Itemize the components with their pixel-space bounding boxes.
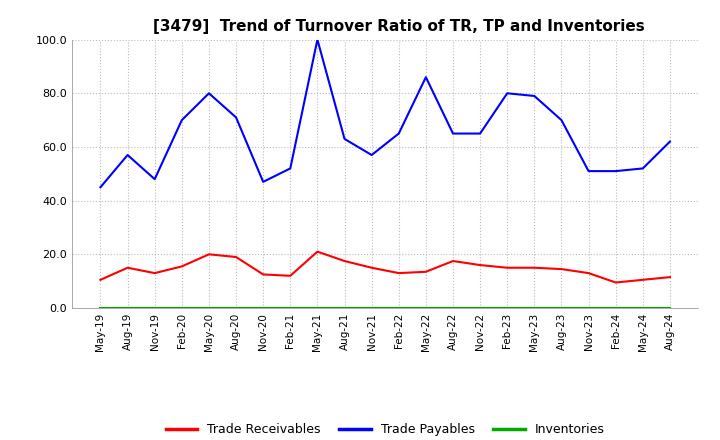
Trade Receivables <box>530 265 539 270</box>
Trade Payables <box>313 37 322 42</box>
Trade Receivables <box>421 269 430 275</box>
Trade Payables <box>476 131 485 136</box>
Trade Receivables <box>584 271 593 276</box>
Inventories <box>395 305 403 311</box>
Trade Payables <box>449 131 457 136</box>
Trade Payables <box>96 185 105 190</box>
Trade Payables <box>286 166 294 171</box>
Trade Receivables <box>150 271 159 276</box>
Trade Receivables <box>665 275 674 280</box>
Inventories <box>367 305 376 311</box>
Inventories <box>204 305 213 311</box>
Inventories <box>286 305 294 311</box>
Trade Payables <box>178 117 186 123</box>
Trade Payables <box>204 91 213 96</box>
Line: Trade Payables: Trade Payables <box>101 40 670 187</box>
Trade Receivables <box>259 272 268 277</box>
Trade Payables <box>503 91 511 96</box>
Trade Receivables <box>367 265 376 270</box>
Inventories <box>150 305 159 311</box>
Trade Payables <box>584 169 593 174</box>
Trade Receivables <box>639 277 647 282</box>
Inventories <box>341 305 349 311</box>
Trade Payables <box>150 176 159 182</box>
Trade Payables <box>611 169 620 174</box>
Trade Receivables <box>313 249 322 254</box>
Inventories <box>639 305 647 311</box>
Trade Receivables <box>611 280 620 285</box>
Trade Payables <box>259 179 268 184</box>
Inventories <box>96 305 105 311</box>
Trade Receivables <box>123 265 132 270</box>
Inventories <box>313 305 322 311</box>
Trade Payables <box>341 136 349 142</box>
Trade Payables <box>367 152 376 158</box>
Inventories <box>584 305 593 311</box>
Trade Receivables <box>476 262 485 268</box>
Inventories <box>259 305 268 311</box>
Inventories <box>421 305 430 311</box>
Trade Receivables <box>557 267 566 272</box>
Trade Receivables <box>503 265 511 270</box>
Inventories <box>530 305 539 311</box>
Inventories <box>665 305 674 311</box>
Trade Payables <box>123 152 132 158</box>
Trade Payables <box>232 115 240 120</box>
Inventories <box>557 305 566 311</box>
Trade Payables <box>665 139 674 144</box>
Trade Receivables <box>232 254 240 260</box>
Inventories <box>449 305 457 311</box>
Inventories <box>232 305 240 311</box>
Inventories <box>611 305 620 311</box>
Inventories <box>123 305 132 311</box>
Trade Receivables <box>395 271 403 276</box>
Trade Payables <box>530 93 539 99</box>
Trade Receivables <box>341 258 349 264</box>
Trade Payables <box>557 117 566 123</box>
Trade Receivables <box>96 277 105 282</box>
Trade Payables <box>395 131 403 136</box>
Inventories <box>178 305 186 311</box>
Trade Receivables <box>204 252 213 257</box>
Line: Trade Receivables: Trade Receivables <box>101 252 670 282</box>
Text: [3479]  Trend of Turnover Ratio of TR, TP and Inventories: [3479] Trend of Turnover Ratio of TR, TP… <box>153 19 645 34</box>
Trade Receivables <box>286 273 294 279</box>
Trade Receivables <box>449 258 457 264</box>
Legend: Trade Receivables, Trade Payables, Inventories: Trade Receivables, Trade Payables, Inven… <box>161 418 610 440</box>
Trade Payables <box>639 166 647 171</box>
Inventories <box>476 305 485 311</box>
Trade Payables <box>421 74 430 80</box>
Trade Receivables <box>178 264 186 269</box>
Inventories <box>503 305 511 311</box>
